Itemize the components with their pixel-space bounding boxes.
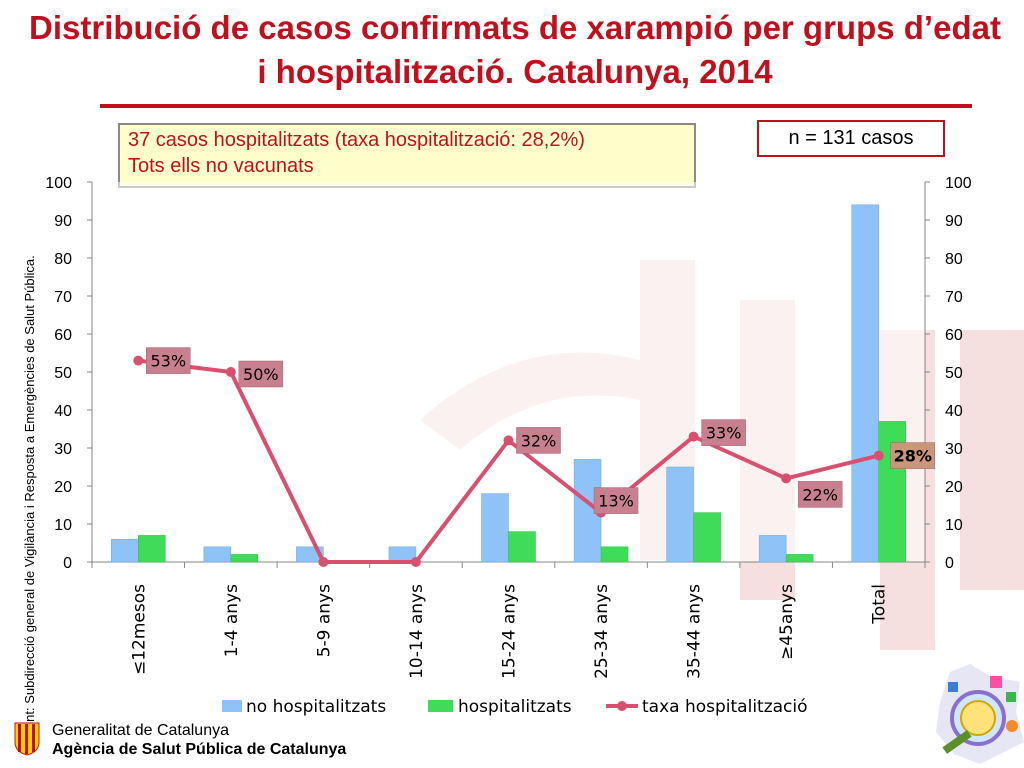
x-category-label: ≥45anys <box>777 584 797 660</box>
data-label-box <box>516 427 561 454</box>
data-label-box <box>593 487 639 514</box>
legend-swatch-hospitalitzats <box>428 700 453 712</box>
x-category-label: 25-34 anys <box>592 584 612 679</box>
point-taxa-hospitalitzacio <box>410 557 421 567</box>
data-label-box <box>146 347 191 374</box>
point-taxa-hospitalitzacio <box>318 557 329 567</box>
legend-swatch-no-hospitalitzats <box>222 700 242 712</box>
legend-label-no-hospitalitzats: no hospitalitzats <box>246 697 386 717</box>
bar-no-hospitalitzats <box>851 204 879 563</box>
data-label: 32% <box>521 431 557 450</box>
y-tick-label-right: 80 <box>945 251 963 268</box>
y-tick-label-left: 50 <box>54 365 72 382</box>
bar-no-hospitalitzats <box>111 538 139 563</box>
y-tick-label-left: 30 <box>54 441 72 458</box>
y-tick-label-right: 40 <box>945 403 963 420</box>
legend-label-taxa-hospitalitzacio: taxa hospitalització <box>642 697 808 717</box>
title-underline <box>100 104 972 108</box>
y-tick-label-right: 0 <box>945 555 954 572</box>
x-category-label: 5-9 anys <box>314 584 334 657</box>
footer-org-2: Agència de Salut Pública de Catalunya <box>52 741 347 758</box>
bar-no-hospitalitzats <box>203 546 232 563</box>
y-tick-label-left: 60 <box>54 327 72 344</box>
point-taxa-hospitalitzacio <box>873 450 884 461</box>
y-tick-label-right: 50 <box>945 365 963 382</box>
bar-hospitalitzats <box>508 531 536 563</box>
note-line-2: Tots ells no vacunats <box>128 155 314 177</box>
bar-hospitalitzats <box>693 512 721 563</box>
data-label: 13% <box>598 492 634 511</box>
data-label-box <box>890 442 935 469</box>
y-tick-label-right: 10 <box>945 517 963 534</box>
data-label-box <box>238 360 284 388</box>
x-category-label: Total <box>870 584 890 625</box>
data-label: 53% <box>150 352 186 371</box>
y-tick-label-left: 100 <box>45 175 72 192</box>
y-tick-label-right: 60 <box>945 327 963 344</box>
y-tick-label-left: 70 <box>54 289 72 306</box>
y-tick-label-right: 100 <box>945 175 972 192</box>
bar-hospitalitzats <box>138 535 166 563</box>
x-category-label: 15-24 anys <box>500 584 520 679</box>
point-taxa-hospitalitzacio <box>688 431 699 442</box>
bar-hospitalitzats <box>785 554 814 563</box>
y-tick-label-left: 20 <box>54 479 72 496</box>
legend-label-hospitalitzats: hospitalitzats <box>458 697 572 717</box>
x-category-label: ≤12mesos <box>129 584 149 675</box>
data-label-box <box>701 419 746 446</box>
y-tick-label-right: 90 <box>945 213 963 230</box>
point-taxa-hospitalitzacio <box>503 435 514 446</box>
y-tick-label-right: 70 <box>945 289 963 306</box>
data-label-box <box>797 481 843 508</box>
y-tick-label-right: 20 <box>945 479 963 496</box>
case-count-box: n = 131 casos <box>757 120 945 157</box>
y-tick-label-left: 80 <box>54 251 72 268</box>
point-taxa-hospitalitzacio <box>225 367 236 377</box>
note-line-1: 37 casos hospitalitzats (taxa hospitalit… <box>128 129 585 151</box>
x-category-label: 1-4 anys <box>222 584 242 657</box>
y-tick-label-left: 90 <box>54 213 72 230</box>
x-category-label: 10-14 anys <box>407 584 427 679</box>
bar-hospitalitzats <box>230 554 259 563</box>
legend-swatch-taxa-marker <box>617 701 627 711</box>
anniversary-badge-icon <box>936 664 1024 764</box>
generalitat-logo <box>14 722 40 756</box>
y-tick-label-left: 40 <box>54 403 72 420</box>
chart-title: Distribució de casos confirmats de xaram… <box>29 9 1001 90</box>
bar-no-hospitalitzats <box>758 535 787 563</box>
x-category-label: 35-44 anys <box>685 584 705 679</box>
bar-hospitalitzats <box>600 546 629 563</box>
y-tick-label-left: 10 <box>54 517 72 534</box>
data-label: 28% <box>894 447 932 466</box>
bar-no-hospitalitzats <box>481 493 509 563</box>
footer-org-1: Generalitat de Catalunya <box>52 722 229 739</box>
point-taxa-hospitalitzacio <box>781 473 792 484</box>
data-label: 50% <box>243 365 279 384</box>
y-tick-label-right: 30 <box>945 441 963 458</box>
point-taxa-hospitalitzacio <box>133 355 144 366</box>
data-label: 22% <box>802 485 838 504</box>
bar-no-hospitalitzats <box>666 466 694 563</box>
y-tick-label-left: 0 <box>63 555 72 572</box>
data-label: 33% <box>706 424 742 443</box>
